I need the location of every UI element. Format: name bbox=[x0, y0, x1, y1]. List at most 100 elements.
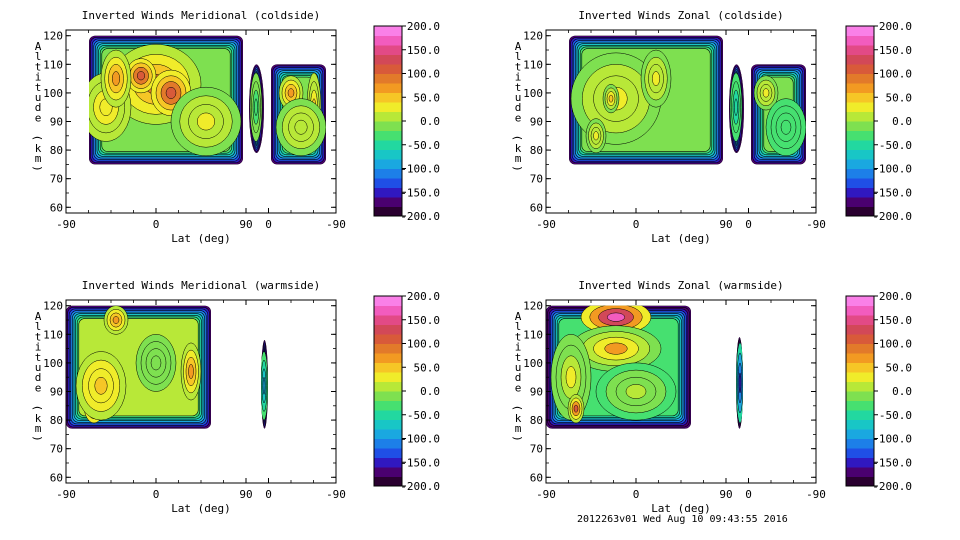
y-tick-label: 120 bbox=[523, 300, 543, 313]
colorbar-tick-label: 150.0 bbox=[879, 314, 912, 327]
x-tick-label: 90 bbox=[239, 218, 252, 231]
colorbar-tick-label: 50.0 bbox=[886, 361, 913, 374]
contour-blob bbox=[796, 383, 806, 400]
svg-text:l: l bbox=[35, 50, 42, 63]
x-axis-label: Lat (deg) bbox=[171, 502, 231, 515]
heatmap-region bbox=[89, 35, 243, 165]
colorbar-tick-label: 100.0 bbox=[879, 338, 912, 351]
contour-blob bbox=[565, 366, 577, 389]
svg-text:(: ( bbox=[31, 404, 44, 411]
heatmap-region bbox=[736, 337, 743, 429]
svg-text:u: u bbox=[35, 361, 42, 374]
panel-1: -90 0 90 0 -90 60 70 80 90 100 110 120 Inverted Wind… bbox=[31, 9, 440, 245]
heatmap-region bbox=[729, 64, 744, 153]
colorbar-swatch bbox=[374, 438, 402, 449]
colorbar-tick-label: 100.0 bbox=[407, 338, 440, 351]
colorbar-swatch bbox=[846, 391, 874, 401]
colorbar-swatch bbox=[374, 102, 402, 112]
svg-text:t: t bbox=[35, 60, 42, 73]
contour-blob bbox=[112, 316, 120, 324]
svg-text:e: e bbox=[35, 381, 42, 394]
svg-text:u: u bbox=[515, 361, 522, 374]
colorbar-swatch bbox=[846, 111, 874, 122]
colorbar-swatch bbox=[374, 168, 402, 179]
x-tick-label: 0 bbox=[265, 488, 272, 501]
colorbar-swatch bbox=[374, 400, 402, 411]
heatmap-region bbox=[271, 64, 326, 165]
colorbar-swatch bbox=[374, 92, 402, 103]
contour-blob bbox=[254, 98, 258, 117]
heatmap-region bbox=[249, 64, 264, 153]
contour-blob bbox=[794, 379, 809, 405]
y-tick-label: 80 bbox=[530, 144, 543, 157]
contour-blob bbox=[767, 383, 785, 400]
colorbar-tick-label: -200.0 bbox=[872, 480, 912, 493]
svg-text:e: e bbox=[515, 381, 522, 394]
panel-title: Inverted Winds Meridional (coldside) bbox=[82, 9, 320, 22]
y-tick-label: 90 bbox=[50, 116, 63, 129]
colorbar-swatch bbox=[846, 362, 874, 373]
x-axis-label: Lat (deg) bbox=[651, 502, 711, 515]
panel-4: -90 0 90 0 -90 60 70 80 90 100 110 120 Inverted Wind… bbox=[511, 279, 912, 515]
colorbar-tick-label: 150.0 bbox=[407, 44, 440, 57]
svg-text:i: i bbox=[35, 71, 42, 84]
contour-blob bbox=[772, 387, 781, 396]
svg-text:m: m bbox=[35, 152, 42, 165]
colorbar-swatch bbox=[846, 130, 874, 141]
heatmap-region bbox=[751, 64, 806, 165]
colorbar-swatch bbox=[374, 121, 402, 131]
colorbar-swatch bbox=[374, 140, 402, 150]
svg-text:i: i bbox=[35, 341, 42, 354]
heatmap-regions bbox=[569, 35, 806, 165]
heatmap-region bbox=[546, 305, 691, 429]
contour-blob bbox=[291, 347, 321, 390]
contour-blob bbox=[308, 399, 314, 406]
colorbar-swatch bbox=[374, 26, 402, 36]
svg-text:m: m bbox=[35, 422, 42, 435]
svg-text:A: A bbox=[515, 40, 522, 53]
y-tick-label: 110 bbox=[43, 328, 63, 341]
colorbar-swatch bbox=[374, 372, 402, 382]
colorbar-swatch bbox=[374, 305, 402, 316]
colorbar-tick-label: -150.0 bbox=[400, 456, 440, 469]
colorbar-swatch bbox=[374, 83, 402, 93]
colorbar-swatch bbox=[846, 410, 874, 420]
colorbar-swatch bbox=[846, 121, 874, 131]
colorbar-swatch bbox=[846, 476, 874, 487]
x-tick-label: 0 bbox=[633, 218, 640, 231]
x-tick-label: 90 bbox=[719, 488, 732, 501]
colorbar-swatch bbox=[374, 45, 402, 55]
colorbar: 200.0 150.0 100.0 50.0 0.0 -50.0 -100.0 -150.0 -… bbox=[845, 290, 913, 493]
colorbar-tick-label: -200.0 bbox=[400, 210, 440, 223]
svg-text:k: k bbox=[515, 412, 522, 425]
y-tick-label: 110 bbox=[43, 58, 63, 71]
colorbar-swatch bbox=[846, 45, 874, 55]
svg-text:k: k bbox=[35, 142, 42, 155]
colorbar-tick-label: -150.0 bbox=[872, 456, 912, 469]
contour-blob bbox=[150, 355, 162, 371]
colorbar-swatch bbox=[374, 476, 402, 487]
svg-text:e: e bbox=[35, 111, 42, 124]
colorbar-swatch bbox=[374, 391, 402, 401]
y-tick-label: 60 bbox=[530, 471, 543, 484]
contour-blob bbox=[763, 379, 790, 405]
panel-2: -90 0 90 0 -90 60 70 80 90 100 110 120 Inverted Wind… bbox=[511, 9, 912, 245]
colorbar-swatch bbox=[846, 353, 874, 363]
svg-text:i: i bbox=[515, 341, 522, 354]
colorbar-swatch bbox=[846, 54, 874, 65]
svg-text:t: t bbox=[35, 351, 42, 364]
svg-text:): ) bbox=[31, 435, 44, 442]
svg-text:k: k bbox=[515, 142, 522, 155]
colorbar-tick-label: -100.0 bbox=[872, 163, 912, 176]
x-tick-label: 90 bbox=[719, 218, 732, 231]
colorbar-swatch bbox=[846, 315, 874, 325]
svg-text:): ) bbox=[31, 165, 44, 172]
svg-text:(: ( bbox=[511, 404, 524, 411]
colorbar-swatch bbox=[846, 457, 874, 468]
colorbar-tick-label: -100.0 bbox=[400, 163, 440, 176]
colorbar-swatch bbox=[846, 102, 874, 112]
contour-blob bbox=[771, 346, 801, 363]
colorbar-tick-label: 0.0 bbox=[892, 385, 912, 398]
